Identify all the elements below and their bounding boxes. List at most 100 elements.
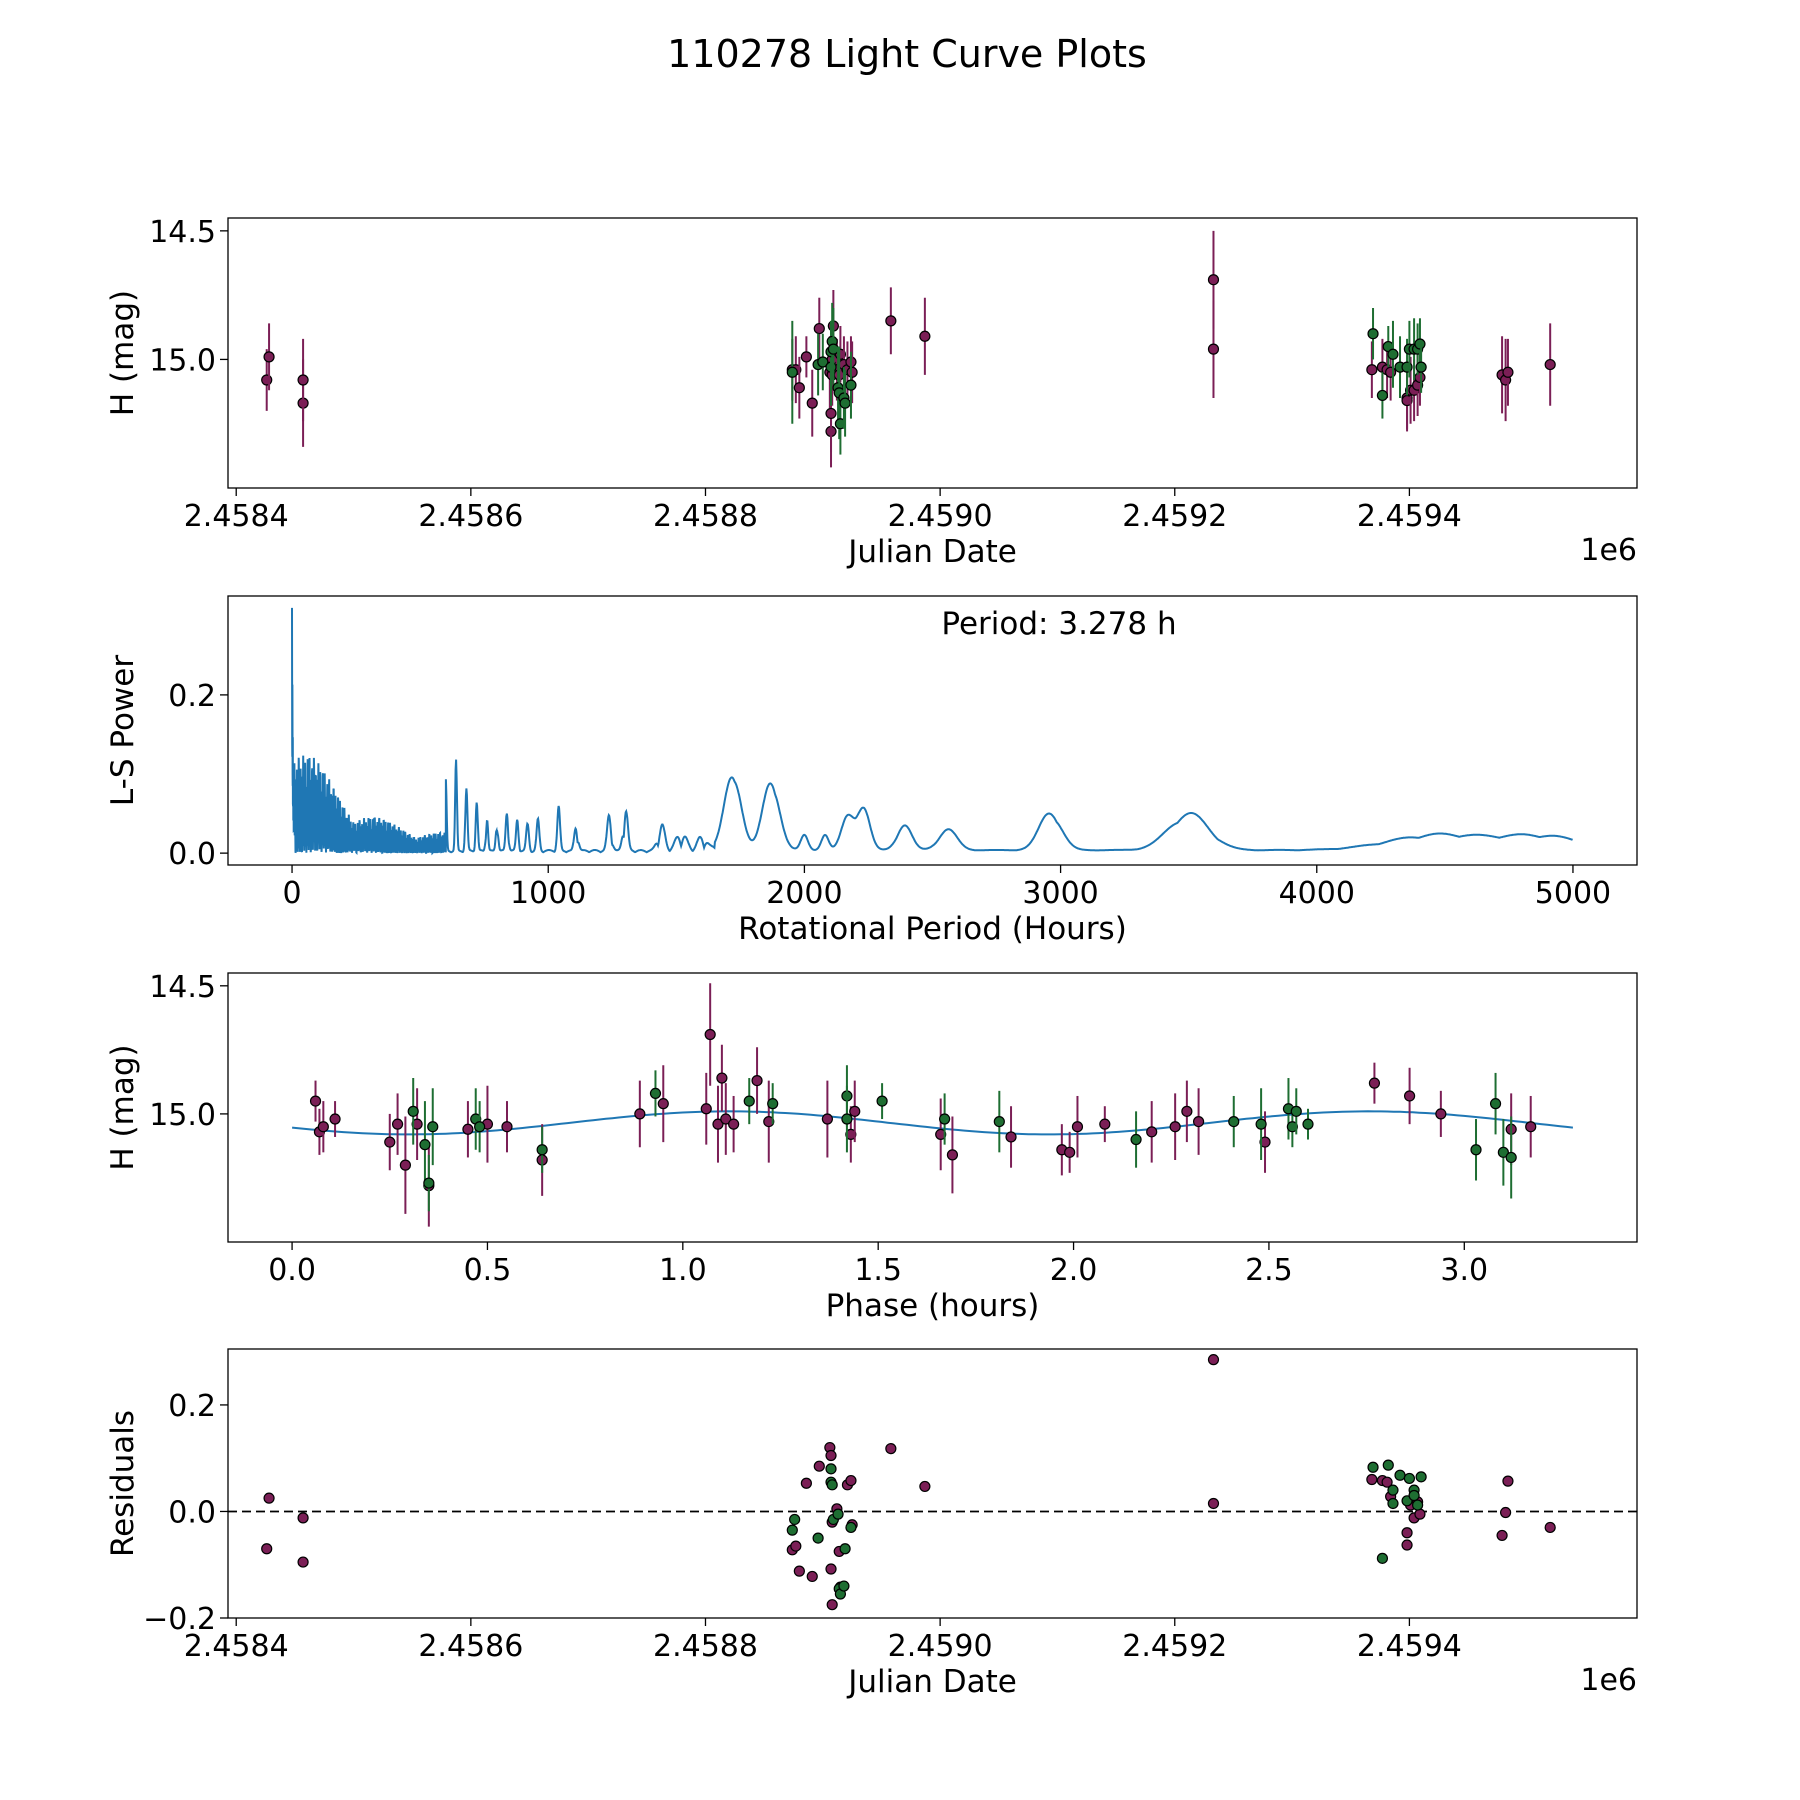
residuals-point-red: [1544, 1521, 1556, 1534]
phased-point-green: [474, 1121, 486, 1133]
residuals-point-green: [1415, 1471, 1427, 1483]
lightcurve-point-red: [793, 382, 805, 394]
residuals-xtick-label: 2.4592: [1122, 1629, 1227, 1664]
lightcurve-point-green: [817, 356, 829, 368]
lightcurve-point-red: [919, 330, 931, 342]
phased-frame: [227, 972, 1638, 1243]
phased-point-red: [1181, 1105, 1193, 1117]
residuals-point-red: [825, 1563, 837, 1575]
phased-xtick-label: 1.5: [854, 1253, 902, 1288]
phased-point-green: [1497, 1146, 1509, 1158]
phased-point-red: [317, 1121, 329, 1133]
lightcurve-point-red: [261, 374, 273, 386]
residuals-frame: [227, 1348, 1638, 1619]
periodogram-xtick-label: 2000: [766, 876, 842, 911]
lightcurve-point-red: [1502, 366, 1514, 378]
phased-point-red: [728, 1118, 740, 1130]
lightcurve-offset-label: 1e6: [1580, 533, 1637, 568]
residuals-point-red: [845, 1474, 857, 1487]
residuals-point-green: [786, 1524, 798, 1536]
periodogram-xtick-label: 3000: [1022, 876, 1098, 911]
phased-point-red: [1099, 1118, 1111, 1130]
residuals-ytick-label: 0.2: [168, 1389, 216, 1424]
phased-point-red: [946, 1149, 959, 1161]
phased-xtick-label: 3.0: [1440, 1253, 1488, 1288]
phased-point-red: [329, 1113, 341, 1125]
phased-point-red: [1403, 1090, 1416, 1102]
residuals-point-red: [885, 1443, 897, 1455]
residuals-point-green: [845, 1521, 857, 1534]
periodogram-plot-area: [291, 607, 1573, 856]
phased-ytick-label: 14.5: [149, 970, 216, 1005]
residuals-point-green: [839, 1543, 851, 1555]
lightcurve-point-red: [263, 351, 275, 363]
residuals-point-red: [800, 1477, 812, 1489]
phased-point-green: [939, 1113, 951, 1125]
residuals-point-green: [1376, 1552, 1389, 1564]
lightcurve-point-red: [1401, 394, 1413, 407]
residuals-ytick-label: 0.0: [168, 1495, 216, 1530]
residuals-point-green: [1382, 1459, 1394, 1471]
lightcurve-point-green: [1401, 361, 1413, 373]
periodogram-annotation: Period: 3.278 h: [941, 606, 1176, 642]
phased-point-green: [427, 1121, 439, 1133]
residuals-ytick-label: −0.2: [143, 1602, 216, 1637]
lightcurve-ytick-label: 14.5: [149, 215, 216, 250]
phased-point-red: [751, 1074, 763, 1087]
figure-title: 110278 Light Curve Plots: [667, 32, 1147, 76]
lightcurve-point-red: [806, 397, 818, 409]
lightcurve-point-red: [800, 351, 812, 363]
residuals-point-green: [825, 1463, 837, 1475]
phased-point-green: [423, 1177, 435, 1189]
phased-point-green: [649, 1087, 662, 1100]
lightcurve-ylabel: H (mag): [105, 290, 141, 416]
residuals-ylabel: Residuals: [105, 1410, 141, 1557]
residuals-point-green: [838, 1580, 850, 1592]
residuals-point-red: [806, 1570, 818, 1583]
lightcurve-point-green: [827, 343, 839, 355]
phased-point-red: [1169, 1121, 1181, 1133]
phased-point-red: [462, 1123, 474, 1135]
phased-point-red: [720, 1113, 732, 1125]
residuals-point-red: [790, 1540, 802, 1552]
lightcurve-point-red: [297, 374, 309, 386]
lightcurve-point-green: [1367, 328, 1379, 340]
phased-point-red: [716, 1072, 728, 1084]
residuals-point-red: [826, 1599, 838, 1611]
phased-plot-area: [292, 983, 1574, 1227]
residuals-xtick-label: 2.4588: [653, 1629, 758, 1664]
periodogram-frame: [227, 595, 1638, 866]
phased-xtick-label: 0.5: [464, 1253, 512, 1288]
lightcurve-ytick-label: 15.0: [149, 343, 216, 378]
phased-point-red: [384, 1136, 396, 1148]
lightcurve-point-red: [885, 315, 897, 327]
phased-point-red: [634, 1108, 646, 1120]
residuals-point-red: [263, 1492, 275, 1504]
lightcurve-point-red: [1385, 366, 1397, 378]
phased-point-red: [1525, 1121, 1537, 1133]
phased-point-green: [993, 1115, 1005, 1128]
residuals-xtick-label: 2.4594: [1357, 1629, 1462, 1664]
periodogram-xtick-label: 0: [282, 876, 301, 911]
phased-point-red: [845, 1128, 857, 1141]
residuals-xlabel: Julian Date: [846, 1664, 1017, 1700]
residuals-point-red: [261, 1543, 273, 1555]
phased-point-red: [1005, 1131, 1017, 1143]
phased-xtick-label: 2.5: [1245, 1253, 1293, 1288]
phased-point-red: [704, 1028, 716, 1041]
lightcurve-point-green: [839, 397, 851, 409]
lightcurve-point-green: [1387, 348, 1399, 360]
phased-point-green: [1470, 1144, 1482, 1156]
residuals-point-red: [1401, 1539, 1413, 1551]
residuals-point-green: [1387, 1484, 1399, 1496]
phased-point-green: [536, 1144, 548, 1156]
phased-point-red: [935, 1128, 947, 1141]
residuals-point-red: [297, 1512, 309, 1524]
phased-point-red: [1071, 1121, 1084, 1133]
phased-point-green: [841, 1113, 853, 1125]
phased-point-green: [767, 1098, 779, 1110]
lightcurve-xtick-label: 2.4592: [1122, 499, 1227, 534]
lightcurve-xlabel: Julian Date: [846, 534, 1017, 570]
residuals-point-green: [1408, 1489, 1420, 1502]
phased-point-red: [1435, 1108, 1447, 1120]
